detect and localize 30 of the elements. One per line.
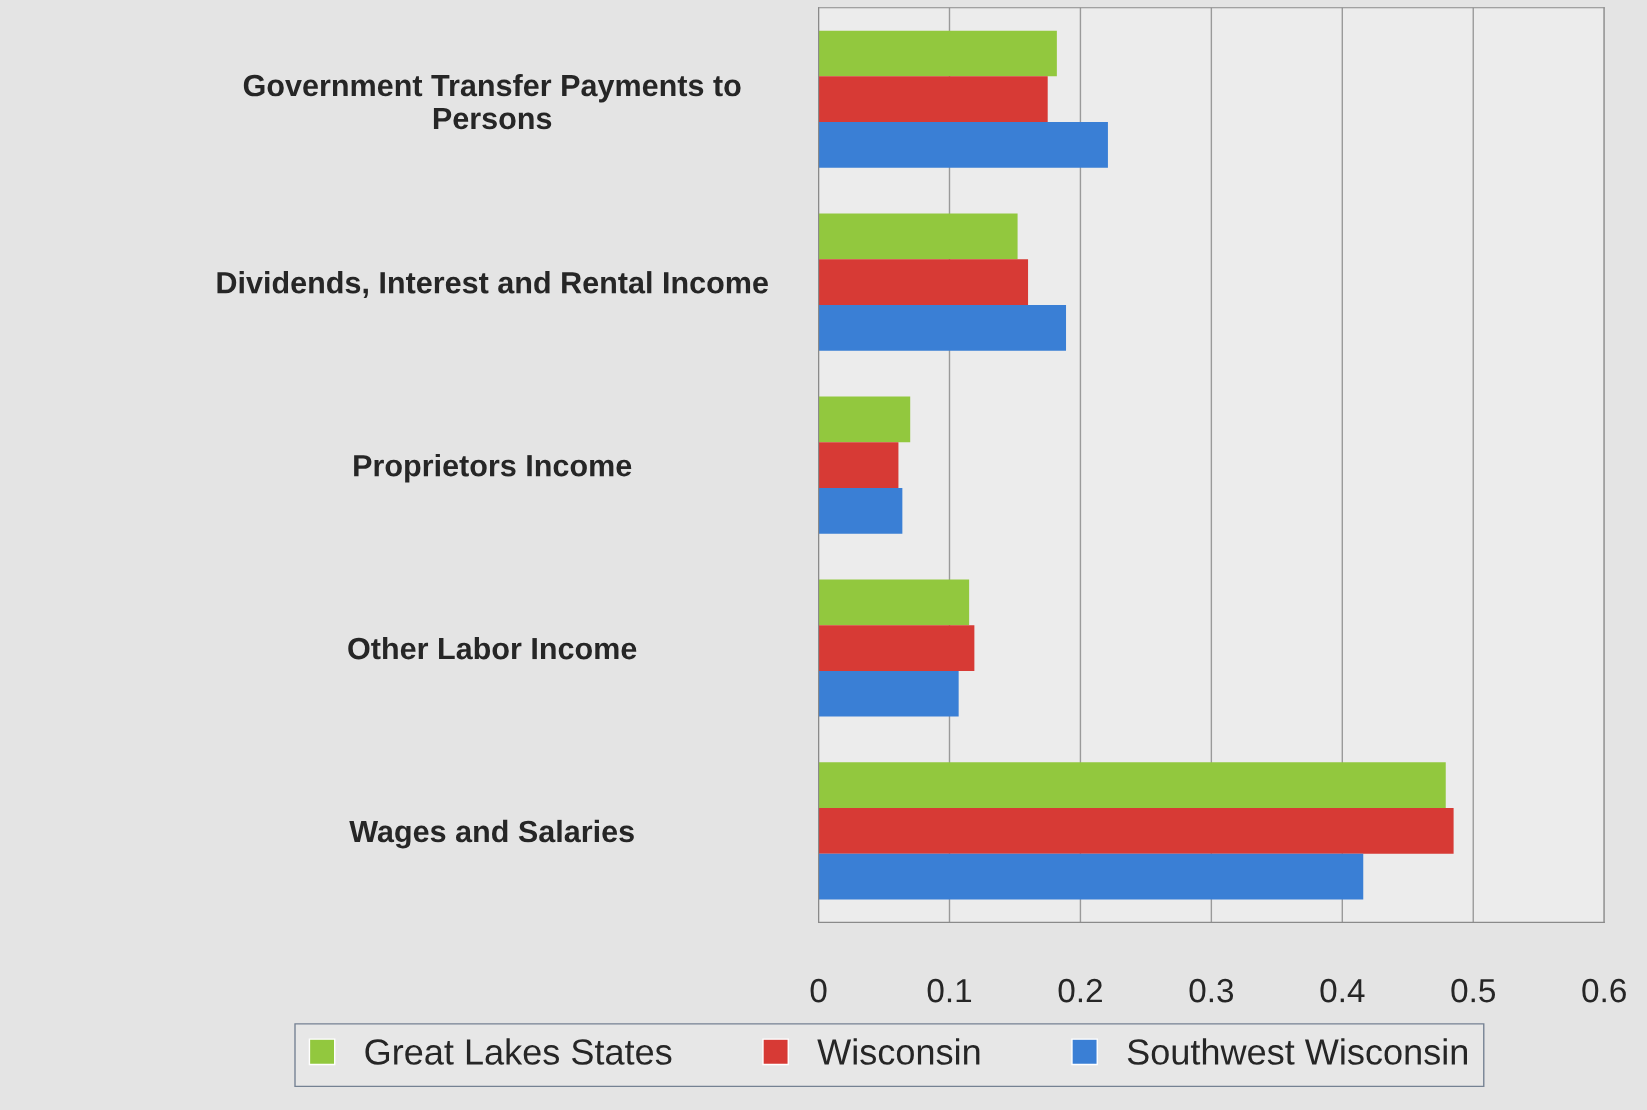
- bar: [818, 808, 1454, 854]
- bar: [818, 579, 970, 626]
- bar: [818, 30, 1057, 77]
- x-tick-label: 0: [810, 978, 827, 1003]
- bar: [818, 625, 975, 671]
- bar: [818, 762, 1446, 809]
- bar: [818, 305, 1067, 351]
- bar: [818, 853, 1364, 900]
- y-tick-label: Other Labor Income: [348, 636, 637, 660]
- x-tick-label: 0.2: [1058, 978, 1102, 1003]
- x-tick-label: 0.6: [1582, 978, 1626, 1003]
- x-tick-label: 0.5: [1451, 978, 1496, 1003]
- y-tick-label: Dividends, Interest and Rental Income: [217, 271, 768, 298]
- bar: [818, 396, 911, 443]
- y-tick-label: Proprietors Income: [354, 454, 632, 483]
- x-tick-label: 0.4: [1320, 978, 1365, 1003]
- bar: [818, 259, 1029, 306]
- bar: [818, 487, 903, 534]
- legend-label: Wisconsin: [817, 1038, 980, 1065]
- legend-label: Southwest Wisconsin: [1127, 1038, 1467, 1065]
- x-tick-label: 0.3: [1189, 978, 1234, 1003]
- bar: [818, 442, 899, 488]
- x-tick-label: 0.1: [927, 978, 972, 1003]
- bar: [818, 76, 1048, 123]
- legend-label: Great Lakes States: [365, 1038, 672, 1065]
- y-tick-label: Government Transfer Payments to Persons: [243, 73, 741, 130]
- bar: [818, 122, 1108, 168]
- y-tick-label: Wages and Salaries: [349, 819, 634, 849]
- bar: [818, 213, 1018, 260]
- bar: [818, 670, 959, 717]
